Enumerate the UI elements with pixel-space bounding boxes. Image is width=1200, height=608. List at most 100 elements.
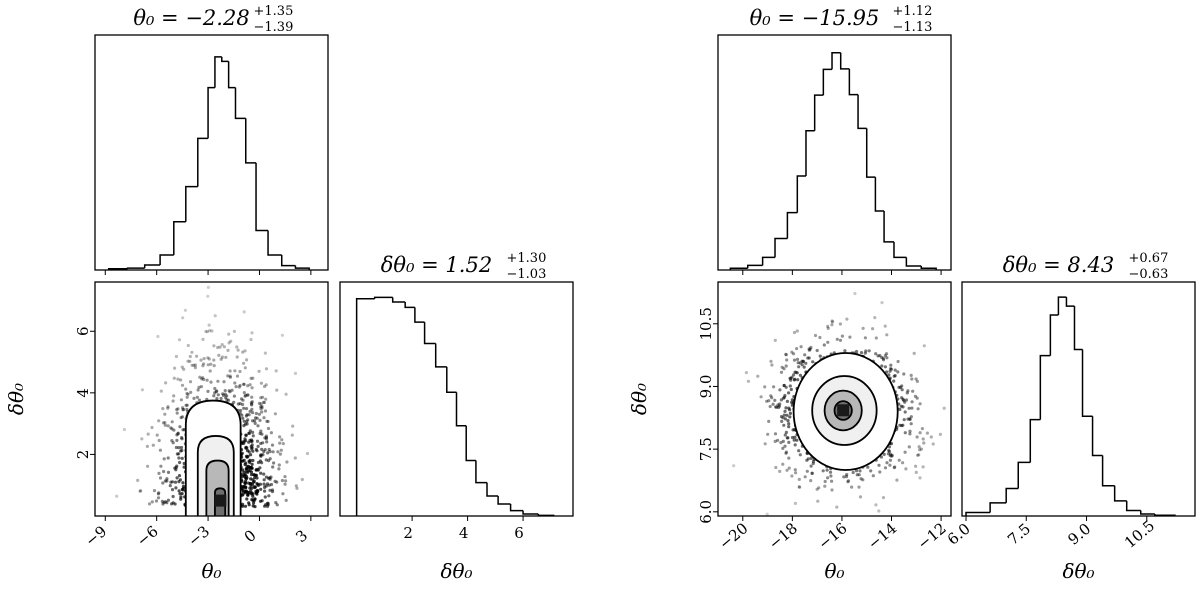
scatter-point [266,426,271,431]
scatter-point [877,463,881,467]
scatter-point [790,435,795,440]
scatter-point [793,377,797,381]
scatter-point [787,440,791,444]
left-dtheta0-hist-bin [446,366,457,394]
scatter-point [171,399,175,403]
scatter-point [242,391,246,395]
scatter-point [794,370,798,374]
scatter-point [786,419,790,423]
scatter-point [773,439,777,443]
scatter-point [175,433,179,437]
y-tick-label: 4 [74,388,92,398]
left-theta0-hist-bin [294,265,310,270]
scatter-point [246,490,250,494]
scatter-point [785,358,789,362]
x-tick-label: −12 [914,519,950,553]
scatter-point [793,435,797,439]
scatter-point [848,335,852,339]
scatter-point [859,351,864,355]
scatter-point [152,489,157,493]
scatter-point [259,405,263,409]
scatter-point [783,444,787,448]
scatter-point [186,392,190,396]
scatter-point [805,458,809,462]
scatter-point [180,365,184,369]
scatter-point [189,390,193,394]
scatter-point [177,489,181,493]
scatter-point [283,475,287,479]
scatter-point [251,434,255,438]
scatter-point [919,447,924,451]
scatter-point [889,363,893,367]
scatter-point [781,439,785,443]
scatter-point [156,492,160,496]
right-dtheta0-hist-bin [1140,510,1155,515]
scatter-point [255,476,259,480]
scatter-point [232,329,236,333]
scatter-point [807,356,811,360]
scatter-point [942,406,946,410]
scatter-point [212,358,216,362]
scatter-point [249,337,253,342]
scatter-point [174,354,178,359]
left-dtheta0-hist-bin [486,482,499,497]
scatter-point [140,388,144,392]
scatter-point [779,370,784,374]
scatter-point [251,494,255,498]
scatter-point [902,372,906,376]
scatter-point [260,461,264,465]
left-theta0-hist-bin [126,267,145,269]
theta0-title: θ₀ = −15.95 [750,6,880,30]
scatter-point [792,330,797,335]
scatter-point [914,470,918,474]
scatter-point [790,350,794,354]
scatter-point [897,385,901,389]
scatter-point [267,494,271,498]
scatter-point [246,393,250,397]
scatter-point [281,492,285,496]
scatter-point [778,402,782,406]
scatter-point [269,431,273,435]
scatter-point [178,492,182,496]
scatter-point [235,355,239,359]
scatter-point [795,438,799,442]
scatter-point [159,389,163,393]
scatter-point [284,498,288,502]
x-tick-label: 6.0 [944,520,974,549]
scatter-point [840,334,845,338]
left-theta0-hist-bin [267,230,282,256]
scatter-point [796,361,800,365]
scatter-point [247,464,251,468]
scatter-point [845,473,849,477]
scatter-point [192,363,196,367]
scatter-point [793,443,797,447]
right-dtheta0-hist-bin [1039,354,1051,420]
scatter-point [232,400,236,404]
scatter-point [222,380,226,384]
scatter-point [907,406,911,410]
scatter-point [813,333,818,338]
scatter-point [889,367,894,371]
scatter-point [161,481,165,485]
scatter-point [784,364,788,368]
scatter-point [255,416,259,420]
scatter-point [784,352,788,356]
scatter-point [250,498,254,502]
right-theta0-hist-bin [893,241,907,259]
scatter-point [199,385,203,389]
x-tick-label: −16 [815,519,851,553]
scatter-point [157,438,161,443]
y-tick-label: 6 [74,326,92,336]
scatter-point [885,461,889,465]
scatter-point [912,351,916,355]
scatter-point [876,354,880,358]
scatter-point [916,407,920,411]
scatter-point [251,430,255,434]
contour-line [214,487,227,516]
scatter-point [216,379,220,383]
scatter-point [204,329,208,334]
panel-frame [339,281,574,517]
scatter-point [250,395,254,399]
scatter-point [185,407,189,411]
left-dtheta0-hist-bin [423,322,436,345]
